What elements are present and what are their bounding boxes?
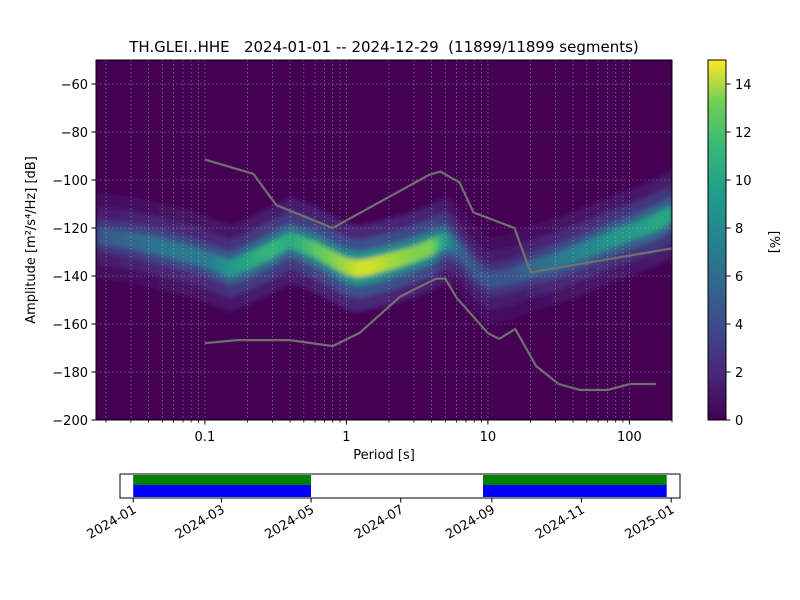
data-coverage-bar bbox=[133, 485, 311, 497]
x-axis-label: Period [s] bbox=[353, 448, 415, 463]
psd-plot: 0.1 1 10 100 −60 −80 −100 −120 −140 −160 −180 −200… bbox=[24, 59, 673, 463]
y-axis-ticks: −60 −80 −100 −120 −140 −160 −180 −200 bbox=[52, 78, 96, 429]
colorbar-tick-label: 12 bbox=[735, 126, 752, 141]
x-axis-ticks: 0.1 1 10 100 bbox=[105, 420, 673, 445]
colorbar: 0 2 4 6 8 10 12 14 [%] bbox=[707, 59, 781, 429]
processed-coverage-bar bbox=[133, 475, 311, 485]
x-tick-label: 0.1 bbox=[195, 430, 216, 445]
colorbar-tick-label: 14 bbox=[735, 78, 752, 93]
y-tick-label: −60 bbox=[61, 78, 88, 93]
colorbar-tick-label: 10 bbox=[735, 174, 752, 189]
colorbar-label: [%] bbox=[766, 231, 781, 254]
colorbar-gradient bbox=[707, 59, 727, 421]
colorbar-tick-label: 8 bbox=[735, 222, 743, 237]
y-tick-label: −120 bbox=[52, 222, 88, 237]
chart-title: TH.GLEI..HHE 2024-01-01 -- 2024-12-29 (1… bbox=[128, 38, 639, 56]
x-tick-label: 100 bbox=[617, 430, 642, 445]
y-tick-label: −200 bbox=[52, 414, 88, 429]
y-tick-label: −180 bbox=[52, 366, 88, 381]
coverage-timeline: 2024-01 2024-03 2024-05 2024-07 2024-09 2024-… bbox=[85, 473, 681, 543]
y-tick-label: −160 bbox=[52, 318, 88, 333]
high-noise-model-line bbox=[204, 158, 672, 274]
colorbar-tick-label: 0 bbox=[735, 414, 743, 429]
timeline-tick-label: 2024-09 bbox=[443, 502, 498, 542]
colorbar-tick-label: 4 bbox=[735, 318, 743, 333]
plot-frame bbox=[95, 59, 673, 421]
colorbar-ticks: 0 2 4 6 8 10 12 14 bbox=[726, 78, 752, 429]
timeline-frame bbox=[119, 473, 681, 499]
low-noise-model-line bbox=[204, 277, 656, 392]
timeline-tick-label: 2025-01 bbox=[623, 502, 678, 542]
noise-model-lines bbox=[204, 158, 672, 392]
y-tick-label: −140 bbox=[52, 270, 88, 285]
colorbar-tick-label: 2 bbox=[735, 366, 743, 381]
y-tick-label: −100 bbox=[52, 174, 88, 189]
timeline-tick-label: 2024-07 bbox=[352, 502, 407, 542]
psd-heatmap bbox=[96, 171, 672, 324]
timeline-tick-label: 2024-11 bbox=[533, 502, 588, 542]
processed-coverage-bar bbox=[483, 475, 667, 485]
y-axis-label: Amplitude [m²/s⁴/Hz] [dB] bbox=[24, 156, 39, 324]
grid-lines bbox=[96, 60, 672, 420]
data-coverage-bar bbox=[483, 485, 667, 497]
timeline-ticks: 2024-01 2024-03 2024-05 2024-07 2024-09 2024-… bbox=[85, 498, 678, 543]
timeline-tick-label: 2024-03 bbox=[173, 502, 228, 542]
timeline-tick-label: 2024-01 bbox=[85, 502, 140, 542]
y-tick-label: −80 bbox=[61, 126, 88, 141]
colorbar-tick-label: 6 bbox=[735, 270, 743, 285]
timeline-tick-label: 2024-05 bbox=[263, 502, 318, 542]
coverage-bars bbox=[133, 475, 667, 497]
x-tick-label: 10 bbox=[480, 430, 497, 445]
x-tick-label: 1 bbox=[342, 430, 350, 445]
